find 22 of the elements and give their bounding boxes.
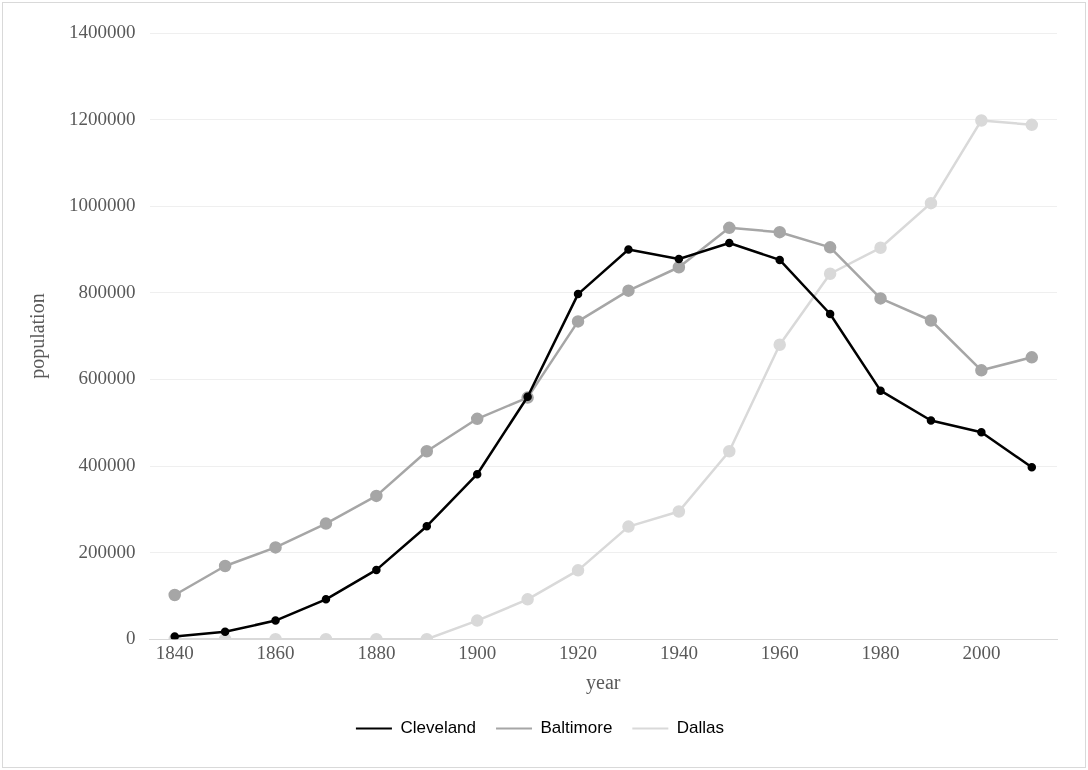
x-axis-title: year: [586, 671, 621, 695]
legend-label: Baltimore: [540, 718, 613, 738]
x-tick-label: 1920: [559, 641, 598, 663]
x-tick-label: 1940: [659, 641, 698, 663]
x-tick-label: 1840: [155, 641, 194, 663]
y-tick-label: 800000: [78, 280, 136, 302]
x-tick-label: 1980: [861, 641, 900, 663]
legend-label: Dallas: [676, 718, 725, 738]
y-tick-label: 600000: [78, 367, 136, 389]
y-axis-title: population: [26, 293, 50, 379]
y-tick-label: 400000: [78, 453, 136, 475]
y-tick-label: 1200000: [69, 107, 136, 129]
y-tick-label: 1400000: [69, 20, 136, 42]
legend-label: Cleveland: [400, 718, 477, 738]
y-tick-label: 1000000: [69, 194, 136, 216]
x-tick-label: 1900: [458, 641, 497, 663]
y-tick-label: 0: [126, 627, 136, 649]
x-tick-label: 2000: [962, 641, 1001, 663]
x-tick-label: 1860: [256, 641, 295, 663]
y-tick-label: 200000: [78, 540, 136, 562]
x-tick-label: 1880: [357, 641, 396, 663]
x-tick-label: 1960: [760, 641, 799, 663]
